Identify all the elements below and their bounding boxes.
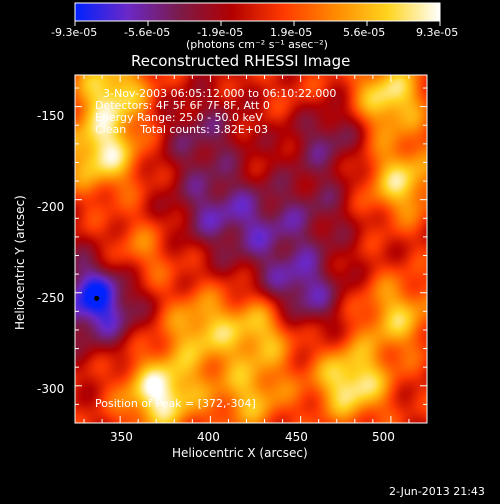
footer-timestamp: 2-Jun-2013 21:43	[389, 485, 485, 498]
colorbar-tick-label: -9.3e-05	[51, 26, 98, 39]
colorbar-tick-label: 1.9e-05	[270, 26, 313, 39]
info-line-4: Clean Total counts: 3.82E+03	[95, 123, 269, 136]
peak-marker	[94, 295, 100, 301]
xtick-label-450: 450	[285, 430, 308, 444]
peak-position-text: Position of Peak = [372,-304]	[95, 397, 256, 410]
x-axis-label: Heliocentric X (arcsec)	[172, 446, 308, 460]
plot-title: Reconstructed RHESSI Image	[131, 52, 351, 70]
y-axis-label: Heliocentric Y (arcsec)	[13, 195, 27, 330]
info-line-1: 3-Nov-2003 06:05:12.000 to 06:10:22.000	[103, 87, 337, 100]
info-line-2: Detectors: 4F 5F 6F 7F 8F, Att 0	[95, 99, 270, 112]
ytick-label-250: -250	[37, 291, 65, 305]
ytick-label-300: -300	[37, 382, 65, 396]
colorbar-tick-label: -1.9e-05	[197, 26, 244, 39]
colorbar-tick-label: 5.6e-05	[343, 26, 386, 39]
rhessi-image	[75, 75, 427, 423]
xtick-label-350: 350	[110, 430, 133, 444]
plot-frame	[74, 74, 428, 424]
info-line-3: Energy Range: 25.0 - 50.0 keV	[95, 111, 263, 124]
ytick-label-150: -150	[37, 109, 65, 123]
axis-ticks	[75, 75, 428, 423]
colorbar-ticks	[74, 21, 441, 26]
xtick-label-500: 500	[372, 430, 395, 444]
ytick-label-200: -200	[37, 200, 65, 214]
colorbar-tick-label: -5.6e-05	[124, 26, 171, 39]
colorbar-tick-label: 9.3e-05	[416, 26, 459, 39]
colorbar	[74, 2, 441, 22]
xtick-label-400: 400	[197, 430, 220, 444]
rhessi-heatmap	[75, 75, 427, 423]
colorbar-units: (photons cm⁻² s⁻¹ asec⁻²)	[186, 38, 328, 51]
